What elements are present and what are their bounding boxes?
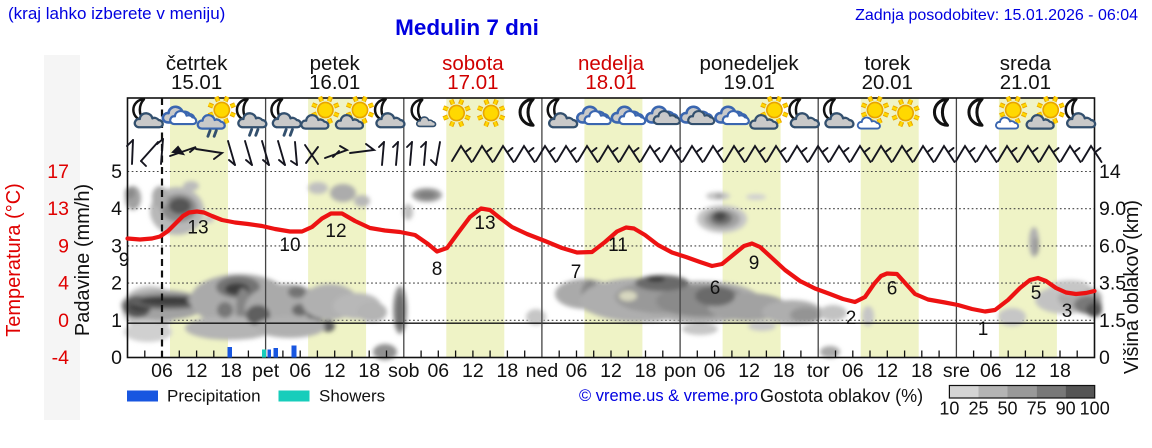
svg-text:Padavine (mm/h): Padavine (mm/h) [72,184,94,336]
svg-text:pet: pet [252,360,280,382]
svg-text:06: 06 [980,360,1002,382]
svg-text:18: 18 [773,360,795,382]
svg-text:torek: torek [865,52,911,75]
svg-text:sre: sre [943,360,970,382]
svg-text:0: 0 [111,347,122,369]
svg-text:19.01: 19.01 [723,71,774,94]
svg-text:10: 10 [939,399,959,419]
svg-text:1: 1 [111,310,122,332]
svg-text:9: 9 [749,253,760,274]
svg-text:21.01: 21.01 [1000,71,1051,94]
svg-text:06: 06 [427,360,449,382]
svg-text:50: 50 [997,399,1017,419]
svg-text:12: 12 [876,360,898,382]
svg-text:12: 12 [738,360,760,382]
svg-text:12: 12 [1015,360,1037,382]
svg-text:2: 2 [111,273,122,295]
svg-text:18: 18 [1049,360,1071,382]
svg-text:20.01: 20.01 [862,71,913,94]
svg-text:6: 6 [887,279,898,300]
svg-text:6.0: 6.0 [1099,235,1126,257]
svg-text:Višina oblakov (km): Višina oblakov (km) [1121,200,1143,374]
svg-text:90: 90 [1056,399,1076,419]
svg-text:15.01: 15.01 [171,71,222,94]
svg-text:13: 13 [474,213,495,234]
svg-text:1.5: 1.5 [1099,310,1126,332]
svg-text:Showers: Showers [319,387,385,406]
svg-text:9: 9 [119,250,130,271]
svg-text:četrtek: četrtek [166,52,228,75]
svg-text:5: 5 [1031,283,1042,304]
svg-text:12: 12 [186,360,208,382]
svg-text:13: 13 [47,198,69,220]
svg-text:ponedeljek: ponedeljek [700,52,800,75]
svg-text:petek: petek [310,52,361,75]
svg-text:Temperatura (°C): Temperatura (°C) [3,183,25,337]
svg-text:ned: ned [526,360,559,382]
svg-text:11: 11 [608,235,628,256]
svg-text:0: 0 [58,310,69,332]
svg-text:-4: -4 [52,347,69,369]
svg-text:75: 75 [1027,399,1047,419]
svg-text:6: 6 [710,278,721,299]
svg-text:5: 5 [111,161,122,183]
svg-text:06: 06 [151,360,173,382]
svg-text:06: 06 [842,360,864,382]
svg-text:06: 06 [704,360,726,382]
svg-text:8: 8 [432,259,443,280]
svg-text:2: 2 [846,308,857,329]
svg-text:06: 06 [289,360,311,382]
svg-text:sob: sob [388,360,420,382]
svg-text:Medulin 7 dni: Medulin 7 dni [395,15,539,40]
svg-text:14: 14 [1099,161,1121,183]
svg-text:13: 13 [187,218,208,239]
svg-text:© vreme.us & vreme.pro: © vreme.us & vreme.pro [579,387,758,405]
svg-text:12: 12 [600,360,622,382]
svg-text:18: 18 [911,360,933,382]
svg-text:(kraj lahko izberete v meniju): (kraj lahko izberete v meniju) [8,4,225,23]
svg-text:Precipitation: Precipitation [167,387,261,406]
svg-text:Zadnja posodobitev: 15.01.2026: Zadnja posodobitev: 15.01.2026 - 06:04 [855,7,1138,24]
svg-text:12: 12 [325,221,346,242]
svg-text:4: 4 [58,273,69,295]
svg-text:nedelja: nedelja [578,52,645,75]
svg-text:25: 25 [968,399,988,419]
svg-text:06: 06 [566,360,588,382]
svg-text:12: 12 [462,360,484,382]
svg-text:3: 3 [1062,301,1073,322]
svg-text:18: 18 [497,360,519,382]
svg-text:7: 7 [571,262,582,283]
svg-text:16.01: 16.01 [309,71,360,94]
svg-text:100: 100 [1080,399,1110,419]
svg-text:18: 18 [635,360,657,382]
svg-text:sreda: sreda [1000,52,1052,75]
svg-text:9: 9 [58,235,69,257]
svg-text:18: 18 [220,360,242,382]
svg-text:4: 4 [111,198,122,220]
svg-text:tor: tor [807,360,830,382]
svg-text:18: 18 [358,360,380,382]
svg-text:3: 3 [111,235,122,257]
svg-text:9.0: 9.0 [1099,198,1126,220]
svg-text:1: 1 [978,319,989,340]
svg-text:3.5: 3.5 [1099,273,1126,295]
svg-text:0: 0 [1099,347,1110,369]
svg-text:10: 10 [279,235,300,256]
svg-text:sobota: sobota [442,52,504,75]
svg-text:pon: pon [664,360,697,382]
svg-text:12: 12 [324,360,346,382]
svg-text:17.01: 17.01 [447,71,498,94]
svg-text:17: 17 [47,161,69,183]
svg-text:Gostota oblakov (%): Gostota oblakov (%) [760,386,923,406]
svg-text:18.01: 18.01 [585,71,636,94]
